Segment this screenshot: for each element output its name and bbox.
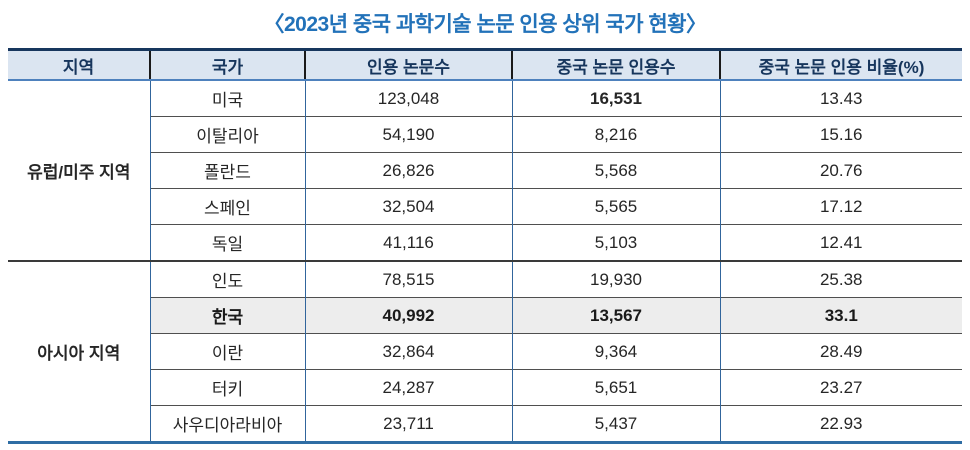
table-row: 이탈리아 54,190 8,216 15.16 bbox=[8, 116, 962, 153]
ratio-cell: 17.12 bbox=[719, 188, 962, 225]
table-row: 이란 32,864 9,364 28.49 bbox=[8, 333, 962, 370]
china-citations-cell: 5,103 bbox=[511, 224, 720, 261]
country-cell: 이탈리아 bbox=[149, 116, 305, 153]
table-row: 독일 41,116 5,103 12.41 bbox=[8, 224, 962, 261]
ratio-cell: 28.49 bbox=[719, 333, 962, 370]
country-cell: 인도 bbox=[149, 260, 305, 298]
table-row: 사우디아라비아 23,711 5,437 22.93 bbox=[8, 405, 962, 443]
ratio-cell: 25.38 bbox=[719, 260, 962, 298]
country-cell: 미국 bbox=[149, 79, 305, 117]
col-header-china-citations: 중국 논문 인용수 bbox=[511, 49, 720, 81]
country-cell: 독일 bbox=[149, 224, 305, 261]
col-header-country: 국가 bbox=[149, 49, 305, 81]
citation-stats-table: 지역 국가 인용 논문수 중국 논문 인용수 중국 논문 인용 비율(%) 유럽… bbox=[8, 48, 962, 444]
table-row-korea-highlighted: 한국 40,992 13,567 33.1 bbox=[8, 297, 962, 334]
china-citations-cell: 16,531 bbox=[511, 79, 720, 117]
country-cell: 한국 bbox=[149, 297, 305, 334]
table-row: 터키 24,287 5,651 23.27 bbox=[8, 369, 962, 406]
cited-papers-cell: 41,116 bbox=[304, 224, 512, 261]
ratio-cell: 20.76 bbox=[719, 152, 962, 189]
table-row: 폴란드 26,826 5,568 20.76 bbox=[8, 152, 962, 189]
china-citations-cell: 9,364 bbox=[511, 333, 720, 370]
ratio-cell: 33.1 bbox=[719, 297, 962, 334]
cited-papers-cell: 24,287 bbox=[304, 369, 512, 406]
col-header-ratio: 중국 논문 인용 비율(%) bbox=[719, 49, 962, 81]
cited-papers-cell: 32,504 bbox=[304, 188, 512, 225]
cited-papers-cell: 123,048 bbox=[304, 79, 512, 117]
region-cell-asia: 아시아 지역 bbox=[8, 260, 150, 443]
table-row: 스페인 32,504 5,565 17.12 bbox=[8, 188, 962, 225]
china-citations-cell: 5,437 bbox=[511, 405, 720, 443]
ratio-cell: 22.93 bbox=[719, 405, 962, 443]
china-citations-cell: 8,216 bbox=[511, 116, 720, 153]
cited-papers-cell: 54,190 bbox=[304, 116, 512, 153]
country-cell: 터키 bbox=[149, 369, 305, 406]
china-citations-cell: 19,930 bbox=[511, 260, 720, 298]
cited-papers-cell: 40,992 bbox=[304, 297, 512, 334]
cited-papers-cell: 26,826 bbox=[304, 152, 512, 189]
country-cell: 폴란드 bbox=[149, 152, 305, 189]
region-cell-europe-americas: 유럽/미주 지역 bbox=[8, 79, 150, 261]
table-title: 〈2023년 중국 과학기술 논문 인용 상위 국가 현황〉 bbox=[263, 13, 708, 36]
china-citations-cell: 5,568 bbox=[511, 152, 720, 189]
china-citations-cell: 13,567 bbox=[511, 297, 720, 334]
table-row: 유럽/미주 지역 미국 123,048 16,531 13.43 bbox=[8, 79, 962, 261]
ratio-cell: 12.41 bbox=[719, 224, 962, 261]
ratio-cell: 23.27 bbox=[719, 369, 962, 406]
china-citations-cell: 5,565 bbox=[511, 188, 720, 225]
col-header-cited-papers: 인용 논문수 bbox=[304, 49, 512, 81]
country-cell: 사우디아라비아 bbox=[149, 405, 305, 443]
country-cell: 이란 bbox=[149, 333, 305, 370]
china-citations-cell: 5,651 bbox=[511, 369, 720, 406]
col-header-region: 지역 bbox=[8, 49, 150, 81]
table-row: 아시아 지역 인도 78,515 19,930 25.38 bbox=[8, 260, 962, 443]
cited-papers-cell: 78,515 bbox=[304, 260, 512, 298]
cited-papers-cell: 32,864 bbox=[304, 333, 512, 370]
cited-papers-cell: 23,711 bbox=[304, 405, 512, 443]
ratio-cell: 13.43 bbox=[719, 79, 962, 117]
ratio-cell: 15.16 bbox=[719, 116, 962, 153]
country-cell: 스페인 bbox=[149, 188, 305, 225]
header-row: 지역 국가 인용 논문수 중국 논문 인용수 중국 논문 인용 비율(%) bbox=[8, 49, 962, 81]
